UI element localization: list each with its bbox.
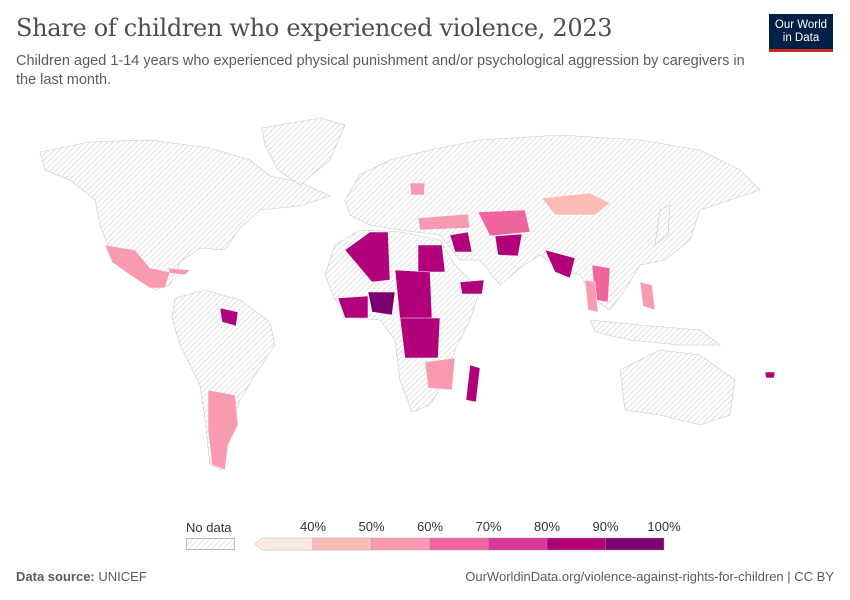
- country-yemen[interactable]: [459, 279, 485, 295]
- legend-color-scale: [255, 537, 665, 551]
- country-egypt[interactable]: [417, 244, 446, 273]
- legend-tick: 70%: [475, 519, 502, 534]
- legend-tick: 60%: [416, 519, 444, 534]
- legend-tick: 80%: [533, 519, 561, 534]
- source-name: UNICEF: [98, 569, 147, 584]
- legend-bin-70-80%[interactable]: [488, 537, 548, 551]
- country-zimbabwe-mozambique[interactable]: [424, 357, 456, 391]
- legend-bin-90-100%[interactable]: [605, 537, 665, 551]
- country-turkey[interactable]: [417, 213, 471, 231]
- country-mongolia[interactable]: [541, 192, 611, 216]
- country-cuba[interactable]: [167, 267, 191, 276]
- country-thailand[interactable]: [584, 279, 599, 313]
- country-nigeria[interactable]: [367, 291, 396, 316]
- country-west-africa[interactable]: [337, 295, 369, 319]
- country-belarus-ukraine[interactable]: [409, 182, 426, 196]
- greenland[interactable]: [261, 117, 346, 186]
- japan[interactable]: [654, 204, 671, 246]
- legend-bin-<40%[interactable]: [255, 537, 314, 551]
- indonesia[interactable]: [589, 319, 721, 346]
- data-source: Data source: UNICEF: [16, 569, 147, 584]
- country-madagascar[interactable]: [465, 364, 481, 403]
- country-guyana-suriname[interactable]: [219, 307, 239, 327]
- page-title: Share of children who experienced violen…: [16, 14, 613, 42]
- country-argentina[interactable]: [207, 389, 239, 471]
- country-drc[interactable]: [399, 317, 441, 359]
- legend-bin-60-70%[interactable]: [429, 537, 489, 551]
- australia[interactable]: [619, 349, 736, 426]
- legend-tick: 90%: [592, 519, 619, 534]
- legend-bin-40-50%[interactable]: [312, 537, 372, 551]
- country-algeria[interactable]: [344, 231, 391, 283]
- country-pacific-islands[interactable]: [764, 371, 776, 379]
- country-myanmar[interactable]: [544, 249, 576, 279]
- country-mexico[interactable]: [104, 244, 171, 289]
- source-url-link[interactable]: OurWorldinData.org/violence-against-righ…: [465, 569, 834, 584]
- legend-bin-80-90%[interactable]: [546, 537, 606, 551]
- legend-no-data-swatch: [186, 538, 235, 550]
- country-sudan-chad[interactable]: [394, 269, 433, 321]
- legend-tick: 100%: [647, 519, 681, 534]
- country-iraq[interactable]: [449, 231, 473, 253]
- owid-logo[interactable]: Our World in Data: [769, 14, 833, 52]
- legend-tick: 40%: [299, 519, 327, 534]
- world-map: [39, 117, 776, 471]
- europe-asia[interactable]: [344, 134, 761, 311]
- country-central-asia[interactable]: [477, 209, 531, 237]
- country-afghanistan[interactable]: [494, 233, 523, 257]
- subtitle: Children aged 1-14 years who experienced…: [16, 53, 745, 88]
- legend-tick: 50%: [358, 519, 385, 534]
- country-philippines[interactable]: [639, 281, 656, 311]
- source-label: Data source:: [16, 569, 95, 584]
- legend-bin-50-60%[interactable]: [371, 537, 431, 551]
- legend-no-data-label: No data: [186, 520, 232, 535]
